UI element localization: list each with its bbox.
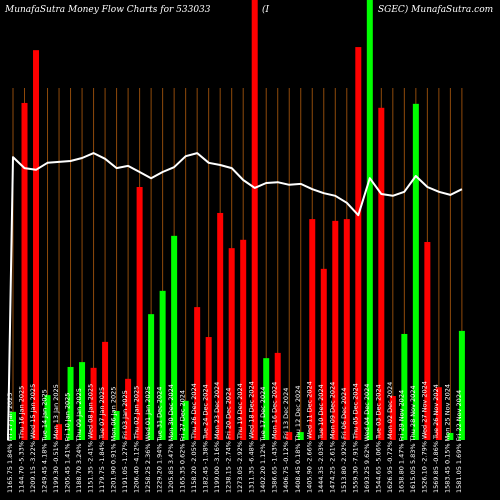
money-flow-bar-4 xyxy=(44,395,51,440)
money-flow-bar-18 xyxy=(205,337,212,440)
money-flow-bar-38 xyxy=(435,387,442,440)
money-flow-bar-17 xyxy=(194,307,201,440)
money-flow-bar-36 xyxy=(412,103,419,440)
x-tick-label: 1311.35 -6.48% Wed 18 Dec 2024 xyxy=(248,381,256,493)
x-tick-label: 1151.35 -2.41% Wed 08 Jan 2025 xyxy=(87,384,95,493)
x-tick-label: 1144.70 -5.33% Thu 16 Jan 2025 xyxy=(18,386,26,493)
money-flow-bars xyxy=(10,0,465,441)
x-tick-label: 1199.00 -3.16% Mon 23 Dec 2024 xyxy=(213,382,221,493)
money-flow-bar-30 xyxy=(343,219,350,440)
x-tick-label: 1199.30 -0.51% Mon 13 Jan 2025 xyxy=(52,384,60,493)
x-tick-label: 1229.20 1.94% Tue 31 Dec 2024 xyxy=(156,387,164,493)
money-flow-bar-11 xyxy=(125,378,132,440)
money-flow-bar-27 xyxy=(309,219,316,440)
x-tick-label: 1249.45 4.18% Tue 14 Jan 2025 xyxy=(41,389,49,493)
money-flow-bar-19 xyxy=(217,212,224,440)
x-tick-label: 1581.05 1.69% Fri 22 Nov 2024 xyxy=(455,390,463,493)
money-flow-bar-31 xyxy=(355,47,362,441)
money-flow-bar-8 xyxy=(90,367,97,440)
x-tick-label: 1158.20 -2.05% Thu 26 Dec 2024 xyxy=(190,383,198,493)
money-flow-bar-7 xyxy=(79,362,86,440)
x-tick-label: 1209.15 -3.22% Wed 15 Jan 2025 xyxy=(29,384,37,493)
x-tick-label: 1626.95 -0.72% Mon 02 Dec 2024 xyxy=(386,382,394,493)
money-flow-bar-35 xyxy=(401,333,408,440)
x-tick-label: 1205.45 1.41% Fri 10 Jan 2025 xyxy=(64,393,72,493)
money-flow-bar-10 xyxy=(113,410,120,440)
x-tick-label: 1402.20 1.12% Tue 17 Dec 2024 xyxy=(259,387,267,493)
chart-title-right: SGEC) MunafaSutra.com xyxy=(378,4,493,15)
x-tick-label: 1191.05 -1.27% Fri 03 Jan 2025 xyxy=(121,390,129,493)
x-tick-label: 1188.70 3.24% Thu 09 Jan 2025 xyxy=(75,388,83,493)
money-flow-bar-21 xyxy=(240,239,247,440)
x-tick-label: 1693.25 9.62% Wed 04 Dec 2024 xyxy=(363,384,371,493)
flow-line xyxy=(7,152,463,441)
x-tick-label: 1406.75 -0.12% Fri 13 Dec 2024 xyxy=(282,388,290,493)
x-tick-label: 1583.45 0.15% Mon 25 Nov 2024 xyxy=(443,384,451,493)
money-flow-bar-15 xyxy=(171,235,178,440)
x-tick-label: 1444.35 -2.03% Tue 10 Dec 2024 xyxy=(317,384,325,493)
money-flow-bar-24 xyxy=(274,352,281,440)
chart-title-middle: (I xyxy=(262,4,270,15)
money-flow-bar-39 xyxy=(447,432,454,440)
money-flow-bar-33 xyxy=(378,107,385,441)
money-flow-bar-2 xyxy=(21,102,28,441)
x-tick-label: 1238.15 -2.74% Fri 20 Dec 2024 xyxy=(225,388,233,493)
x-tick-label: 1559.30 -7.91% Thu 05 Dec 2024 xyxy=(351,383,359,493)
x-tick-label: 1206.40 -4.12% Thu 02 Jan 2025 xyxy=(133,386,141,493)
money-flow-bar-29 xyxy=(332,220,339,440)
money-flow-bar-32 xyxy=(366,0,373,440)
x-tick-label: 1405.90 -2.66% Wed 11 Dec 2024 xyxy=(305,381,313,493)
money-flow-bar-20 xyxy=(228,248,235,440)
money-flow-bar-16 xyxy=(182,400,189,440)
money-flow-bar-23 xyxy=(263,358,270,440)
x-tick-label: 1273.05 -2.92% Thu 19 Dec 2024 xyxy=(236,383,244,493)
money-flow-bar-40 xyxy=(458,330,465,440)
x-tick-label: 1569.85 -0.86% Tue 26 Nov 2024 xyxy=(432,384,440,493)
chart-title-left: MunafaSutra Money Flow Charts for 533033 xyxy=(4,5,211,15)
x-tick-label: 1544.65 -5.06% Tue 03 Dec 2024 xyxy=(374,384,382,493)
money-flow-bar-5 xyxy=(56,424,63,440)
money-flow-bar-3 xyxy=(33,50,40,440)
money-flow-bar-37 xyxy=(424,242,431,440)
x-tick-label: 1165.75 1.84% Fri 17 Jan 2025 xyxy=(6,393,14,493)
money-flow-bar-28 xyxy=(320,268,327,440)
x-tick-label: 1526.10 -2.79% Wed 27 Nov 2024 xyxy=(420,381,428,493)
x-tick-label: 1201.90 0.91% Mon 06 Jan 2025 xyxy=(110,387,118,493)
money-flow-bar-1 xyxy=(10,411,16,440)
money-flow-bar-13 xyxy=(148,314,155,440)
x-tick-label: 1165.35 0.62% Fri 27 Dec 2024 xyxy=(179,390,187,493)
money-flow-bar-22 xyxy=(251,0,258,440)
x-tick-label: 1638.80 1.47% Fri 29 Nov 2024 xyxy=(397,390,405,493)
x-tick-label: 1258.25 2.36% Wed 01 Jan 2025 xyxy=(144,386,152,493)
money-flow-bar-26 xyxy=(297,432,304,440)
money-flow-bar-25 xyxy=(286,432,293,440)
x-tick-label: 1179.75 -1.84% Tue 07 Jan 2025 xyxy=(98,387,106,493)
x-tick-label: 1182.45 -1.38% Tue 24 Dec 2024 xyxy=(202,384,210,493)
x-tick-label: 1386.65 -1.43% Mon 16 Dec 2024 xyxy=(271,382,279,493)
money-flow-bar-14 xyxy=(159,290,166,440)
x-tick-label: 1205.85 3.47% Mon 30 Dec 2024 xyxy=(167,384,175,493)
x-tick-label: 1513.80 -2.92% Fri 06 Dec 2024 xyxy=(340,388,348,493)
x-tick-label: 1615.05 5.83% Thu 28 Nov 2024 xyxy=(409,385,417,493)
money-flow-bar-12 xyxy=(136,187,143,440)
money-flow-bar-34 xyxy=(389,396,396,440)
money-flow-bar-6 xyxy=(67,366,74,440)
x-tick-label: 1408.45 0.18% Thu 12 Dec 2024 xyxy=(294,386,302,493)
money-flow-bar-9 xyxy=(102,341,109,440)
x-tick-label: 1474.25 -2.61% Mon 09 Dec 2024 xyxy=(328,382,336,493)
x-tick-labels: 1165.75 1.84% Fri 17 Jan 2025 1144.70 -5.… xyxy=(6,381,463,493)
